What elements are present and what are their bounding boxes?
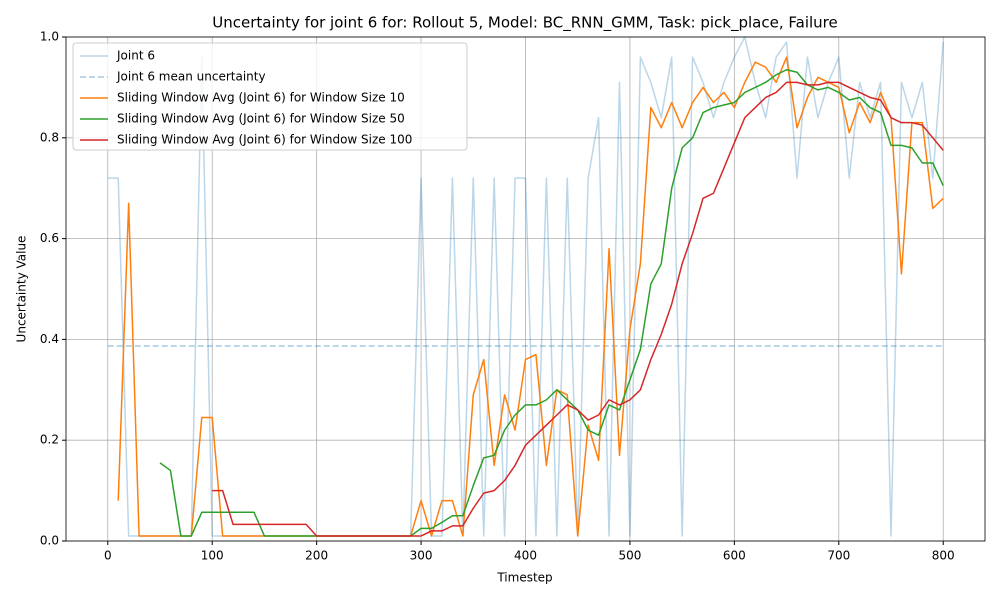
y-tick-label: 0.0 [40, 534, 59, 548]
x-tick-label: 700 [827, 549, 850, 563]
x-tick-label: 100 [201, 549, 224, 563]
plot-frame [65, 36, 986, 542]
x-tick-label: 0 [104, 549, 112, 563]
chart-title: Uncertainty for joint 6 for: Rollout 5, … [212, 14, 837, 33]
legend-label: Sliding Window Avg (Joint 6) for Window … [117, 91, 405, 105]
legend-label: Sliding Window Avg (Joint 6) for Window … [117, 112, 405, 126]
y-tick-label: 0.6 [40, 231, 59, 245]
series-line [212, 81, 944, 537]
legend-label: Joint 6 [116, 49, 155, 63]
legend-label: Joint 6 mean uncertainty [116, 70, 266, 84]
y-axis-label: Uncertainty Value [15, 236, 29, 343]
series-line [159, 69, 944, 537]
x-tick-label: 800 [932, 549, 955, 563]
y-tick-label: 0.8 [40, 130, 59, 144]
x-tick-label: 400 [514, 549, 537, 563]
x-tick-label: 300 [410, 549, 433, 563]
y-tick-label: 1.0 [40, 30, 59, 44]
x-tick-label: 600 [723, 549, 746, 563]
y-tick-label: 0.4 [40, 332, 59, 346]
legend-label: Sliding Window Avg (Joint 6) for Window … [117, 133, 412, 147]
x-tick-label: 500 [618, 549, 641, 563]
y-tick-label: 0.2 [40, 433, 59, 447]
x-tick-label: 200 [305, 549, 328, 563]
legend-box [72, 42, 468, 151]
x-axis-label: Timestep [496, 571, 552, 585]
series-line [117, 56, 944, 537]
